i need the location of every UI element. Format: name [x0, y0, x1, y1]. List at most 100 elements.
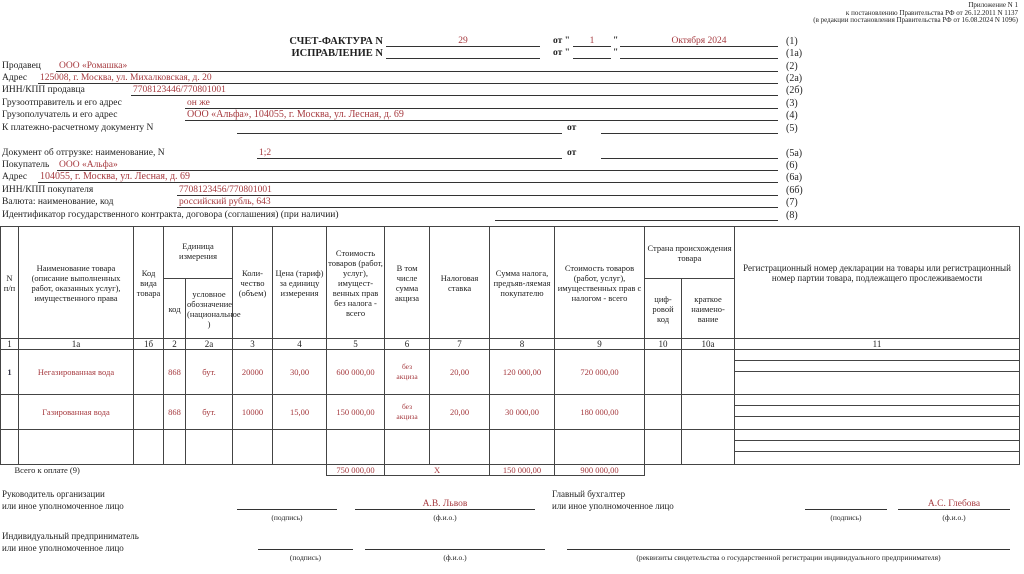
empty-cell[interactable]	[163, 429, 186, 465]
shipping-doc-value[interactable]: 1;2	[257, 147, 562, 159]
correction-day[interactable]	[573, 47, 611, 59]
row-qty[interactable]: 10000	[232, 394, 274, 430]
buyer-inn-value[interactable]: 7708123456/770801001	[177, 184, 778, 196]
head-signature[interactable]	[237, 498, 337, 510]
empty-cell[interactable]	[489, 429, 556, 465]
row-kind[interactable]	[133, 349, 164, 395]
row-kind[interactable]	[133, 394, 164, 430]
accountant-label: Главный бухгалтер или иное уполномоченно…	[552, 488, 674, 512]
empty-cell[interactable]	[554, 429, 646, 465]
row-unit-name[interactable]: бут.	[184, 349, 234, 395]
total-row: Всего к оплате (9) 750 000,00 X 150 000,…	[1, 464, 1020, 476]
empty-cell[interactable]	[18, 429, 134, 465]
code: (1)	[786, 36, 798, 47]
header-country-name: краткое наимено-вание	[681, 278, 736, 339]
row-rate[interactable]: 20,00	[429, 349, 491, 395]
appendix-note: Приложение N 1 к постановлению Правитель…	[813, 1, 1018, 25]
row-unit-name[interactable]: бут.	[184, 394, 234, 430]
header-country-code: циф-ровой код	[644, 278, 683, 339]
payment-doc-date[interactable]	[601, 122, 778, 134]
buyer-value[interactable]: ООО «Альфа»	[57, 159, 778, 171]
code: (2а)	[786, 73, 803, 84]
row-cost[interactable]: 150 000,00	[326, 394, 386, 430]
row-excise[interactable]: без акциза	[384, 349, 431, 395]
empty-cell[interactable]	[272, 429, 328, 465]
correction-number[interactable]	[386, 47, 540, 59]
seller-address-value[interactable]: 125008, г. Москва, ул. Михалковская, д. …	[38, 72, 778, 84]
row-cost[interactable]: 600 000,00	[326, 349, 386, 395]
row-rate[interactable]: 20,00	[429, 394, 491, 430]
row-name[interactable]: Газированная вода	[18, 394, 134, 430]
row-tax[interactable]: 120 000,00	[489, 349, 556, 395]
row-country-code[interactable]	[644, 349, 683, 395]
appendix-line: (в редакции постановления Правительства …	[813, 16, 1018, 24]
ip-requisites[interactable]	[567, 538, 1010, 550]
total-spacer	[645, 465, 1020, 476]
consignee-label: Грузополучатель и его адрес	[2, 110, 118, 120]
correction-date[interactable]	[620, 47, 778, 59]
ip-label-line: или иное уполномоченное лицо	[2, 543, 124, 553]
from-label: от	[567, 148, 577, 158]
buyer-address-value[interactable]: 104055, г. Москва, ул. Лесная, д. 69	[38, 171, 778, 183]
shipper-value[interactable]: он же	[185, 97, 778, 109]
row-reg[interactable]	[734, 394, 1020, 430]
row-country-name[interactable]	[681, 394, 736, 430]
empty-cell[interactable]	[644, 429, 683, 465]
col-number: 4	[272, 338, 328, 350]
col-number: 3	[232, 338, 274, 350]
accountant-name[interactable]: А.С. Глебова	[898, 498, 1010, 510]
invoice-number[interactable]: 29	[386, 35, 540, 47]
row-tax[interactable]: 30 000,00	[489, 394, 556, 430]
row-reg[interactable]	[734, 349, 1020, 395]
header-unit-code: код	[163, 278, 186, 339]
buyer-address-label: Адрес	[2, 172, 28, 182]
row-qty[interactable]: 20000	[232, 349, 274, 395]
row-reg[interactable]	[734, 429, 1020, 465]
header-total: Стоимость товаров (работ, услуг), имущес…	[554, 226, 646, 339]
invoice-month-year[interactable]: Октября 2024	[620, 35, 778, 47]
total-excise: X	[384, 464, 491, 476]
row-name[interactable]: Негазированная вода	[18, 349, 134, 395]
seller-inn-value[interactable]: 7708123446/770801001	[131, 84, 778, 96]
payment-doc-number[interactable]	[237, 122, 562, 134]
empty-cell[interactable]	[326, 429, 386, 465]
header-rate: Налоговая ставка	[429, 226, 491, 339]
consignee-value[interactable]: ООО «Альфа», 104055, г. Москва, ул. Лесн…	[185, 109, 778, 121]
row-price[interactable]: 15,00	[272, 394, 328, 430]
ip-label: Индивидуальный предприниматель или иное …	[2, 530, 139, 554]
currency-value[interactable]: российский рубль, 643	[177, 196, 778, 208]
seller-value[interactable]: ООО «Ромашка»	[56, 60, 778, 72]
col-number: 1б	[133, 338, 164, 350]
row-country-code[interactable]	[644, 394, 683, 430]
row-total[interactable]: 180 000,00	[554, 394, 646, 430]
accountant-signature[interactable]	[805, 498, 887, 510]
row-unit-code[interactable]: 868	[163, 394, 186, 430]
row-total[interactable]: 720 000,00	[554, 349, 646, 395]
ip-signature[interactable]	[258, 538, 353, 550]
row-excise[interactable]: без акциза	[384, 394, 431, 430]
contract-id-label: Идентификатор государственного контракта…	[2, 210, 339, 220]
contract-id-value[interactable]	[495, 209, 778, 221]
row-unit-code[interactable]: 868	[163, 349, 186, 395]
row-country-name[interactable]	[681, 349, 736, 395]
head-name[interactable]: А.В. Львов	[355, 498, 535, 510]
sign-caption: (подпись)	[830, 513, 862, 522]
col-number: 9	[554, 338, 646, 350]
empty-cell[interactable]	[681, 429, 736, 465]
empty-cell[interactable]	[184, 429, 234, 465]
seller-address-label: Адрес	[2, 73, 28, 83]
invoice-day[interactable]: 1	[573, 35, 611, 47]
shipping-doc-date[interactable]	[601, 147, 778, 159]
col-number: 8	[489, 338, 556, 350]
empty-cell[interactable]	[232, 429, 274, 465]
code: (5)	[786, 123, 798, 134]
empty-cell[interactable]	[384, 429, 431, 465]
total-cost: 750 000,00	[326, 464, 386, 476]
shipping-doc-label: Документ об отгрузке: наименование, N	[2, 148, 165, 158]
ip-name[interactable]	[365, 538, 545, 550]
row-price[interactable]: 30,00	[272, 349, 328, 395]
empty-cell[interactable]	[429, 429, 491, 465]
empty-cell[interactable]	[133, 429, 164, 465]
seller-label: Продавец	[2, 61, 41, 71]
table-row-empty	[0, 429, 1020, 465]
